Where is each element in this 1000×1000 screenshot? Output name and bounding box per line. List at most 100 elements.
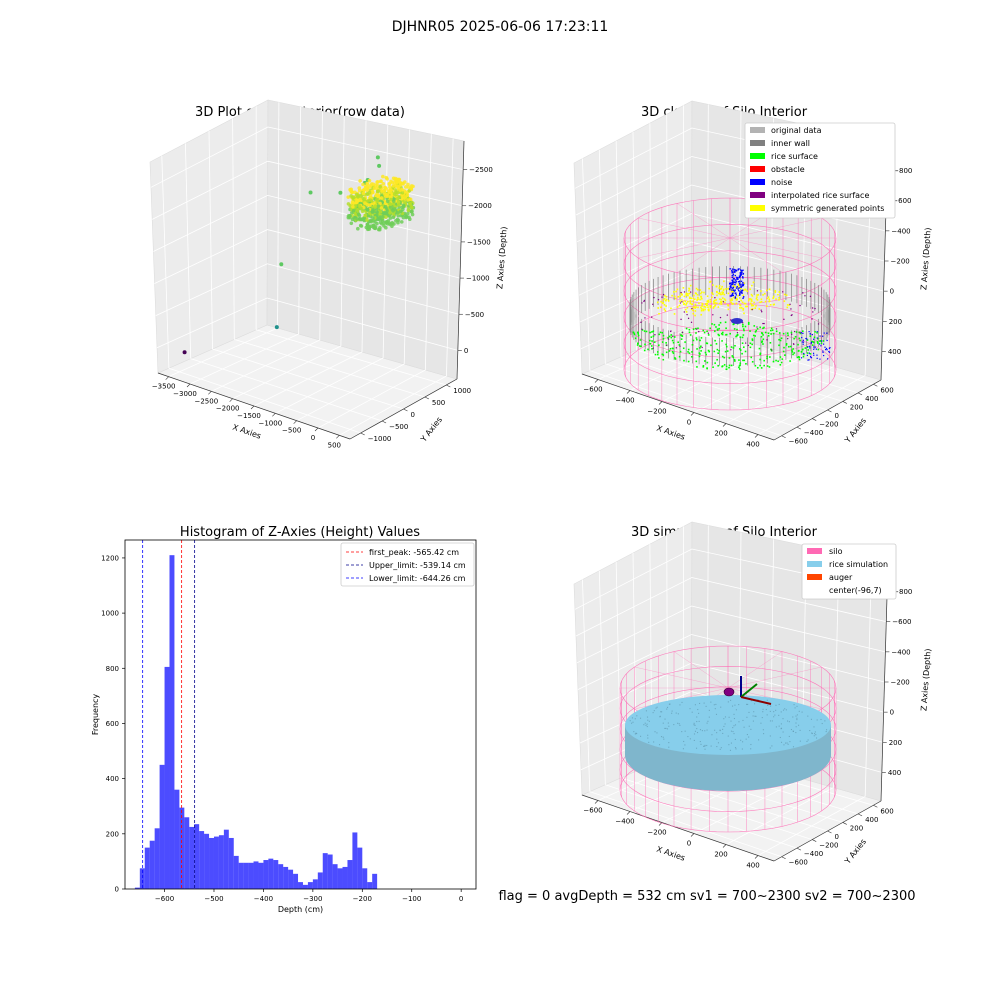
p2-rice-surface-point	[716, 358, 718, 361]
p1-xtick-mark	[293, 420, 297, 424]
p4-rice-surface-point	[790, 728, 792, 731]
p2-symmetric-point	[785, 294, 788, 297]
p1-cluster-point	[378, 210, 383, 214]
p2-grid-y	[683, 329, 874, 385]
p2-noise-point	[810, 342, 812, 344]
p1-xtick-mark	[250, 405, 255, 410]
p2-rice-surface-point	[799, 332, 802, 335]
p1-xtick-label: −1000	[258, 419, 282, 427]
panel1-plot: −3500−3000−2500−2000−1500−1000−5000500−1…	[149, 99, 509, 449]
p2-rice-surface-point	[637, 334, 640, 337]
p4-rice-surface-point	[815, 737, 818, 739]
p4-rice-surface-point	[778, 703, 780, 705]
p2-rice-surface-point	[725, 343, 727, 346]
p2-symmetric-point	[722, 288, 725, 291]
p2-symmetric-point	[671, 294, 673, 297]
p1-z-axis-line	[456, 140, 465, 380]
p4-rice-surface-point	[703, 745, 705, 747]
p2-rice-surface-point	[699, 353, 701, 355]
p2-interpolated-point	[809, 295, 812, 298]
p2-interpolated-point	[679, 345, 681, 347]
p2-symmetric-point	[693, 294, 695, 297]
p2-noise-point	[740, 269, 742, 271]
p2-noise-point	[810, 357, 813, 359]
p1-cluster-point	[384, 215, 388, 219]
p2-rice-surface-point	[671, 350, 674, 353]
p2-symmetric-point	[665, 299, 667, 302]
p2-symmetric-point	[712, 293, 714, 296]
p2-noise-point	[808, 359, 810, 361]
p4-rice-surface-point	[796, 719, 798, 721]
p1-xtick-label: −3000	[173, 390, 197, 398]
p1-cluster-point	[347, 214, 352, 218]
p4-rice-surface-point	[746, 733, 748, 736]
p2-symmetric-point	[692, 300, 694, 303]
p2-noise-point	[741, 271, 743, 273]
p4-rice-surface-point	[682, 748, 684, 750]
p2-noise-point	[731, 283, 734, 286]
p2-noise-point	[731, 268, 734, 270]
p2-silo-roof-line	[729, 217, 822, 239]
p2-symmetric-point	[703, 291, 705, 294]
p2-interpolated-point	[719, 316, 722, 319]
p4-rice-surface-point	[724, 723, 726, 725]
footer-status: flag = 0 avgDepth = 532 cm sv1 = 700~230…	[498, 889, 915, 904]
p2-rice-surface-point	[769, 356, 771, 358]
p2-noise-point	[738, 276, 741, 279]
p2-symmetric-point	[662, 299, 665, 301]
p2-symmetric-point	[721, 285, 723, 288]
p4-rice-surface-point	[668, 703, 670, 705]
p2-symmetric-point	[687, 294, 689, 297]
p2-interpolated-point	[756, 326, 758, 328]
p2-noise-point	[738, 287, 740, 289]
p2-rice-surface-point	[732, 356, 735, 359]
p2-ytick-label: 600	[880, 386, 893, 394]
p2-rice-surface-point	[650, 345, 653, 347]
p2-xtick-mark	[722, 423, 727, 427]
p2-rice-surface-point	[743, 359, 746, 362]
p4-rice-surface-point	[810, 718, 812, 720]
p2-rice-surface-point	[687, 360, 690, 363]
p1-cluster-point	[407, 215, 411, 220]
p2-rice-surface-point	[779, 356, 782, 358]
p1-grid-z	[156, 297, 458, 351]
p2-symmetric-point	[700, 291, 703, 293]
p2-symmetric-point	[657, 307, 659, 309]
p2-symmetric-point	[695, 306, 697, 308]
p1-cluster-point	[386, 199, 390, 204]
p2-interpolated-point	[793, 330, 796, 333]
p2-xtick-label: −400	[615, 397, 634, 405]
p2-rice-surface-point	[767, 334, 770, 337]
p1-cluster-point	[409, 186, 413, 191]
p4-rice-surface-point	[645, 710, 647, 712]
p1-outlier-point	[308, 190, 313, 195]
p4-rice-surface-point	[769, 747, 771, 749]
p2-rice-surface-point	[751, 339, 754, 342]
p2-symmetric-point	[685, 303, 687, 306]
p2-symmetric-point	[680, 292, 682, 295]
p4-rice-surface-point	[644, 722, 646, 724]
p2-symmetric-point	[707, 301, 710, 303]
p4-ytick-mark	[781, 856, 786, 859]
p4-ytick-mark	[812, 839, 817, 842]
p2-rice-surface-point	[661, 353, 664, 356]
p2-symmetric-point	[659, 306, 662, 309]
p2-noise-point	[802, 339, 805, 341]
p2-rice-surface-point	[661, 341, 664, 343]
p2-symmetric-point	[700, 292, 702, 295]
p2-interpolated-point	[802, 292, 804, 294]
p4-rice-surface-point	[664, 727, 666, 730]
p2-symmetric-point	[751, 304, 753, 306]
p2-rice-surface-point	[789, 360, 791, 362]
p2-rice-surface-point	[699, 347, 701, 349]
p2-rice-surface-point	[714, 330, 716, 332]
p1-grid-y-wall	[208, 130, 213, 350]
p2-symmetric-point	[701, 303, 704, 306]
p4-rice-surface-point	[773, 711, 775, 713]
p2-noise-point	[740, 274, 742, 276]
p4-rice-surface-point	[636, 715, 638, 717]
p1-cluster-point	[365, 222, 370, 227]
p2-symmetric-point	[778, 291, 781, 293]
p2-legend-swatch	[750, 179, 765, 185]
